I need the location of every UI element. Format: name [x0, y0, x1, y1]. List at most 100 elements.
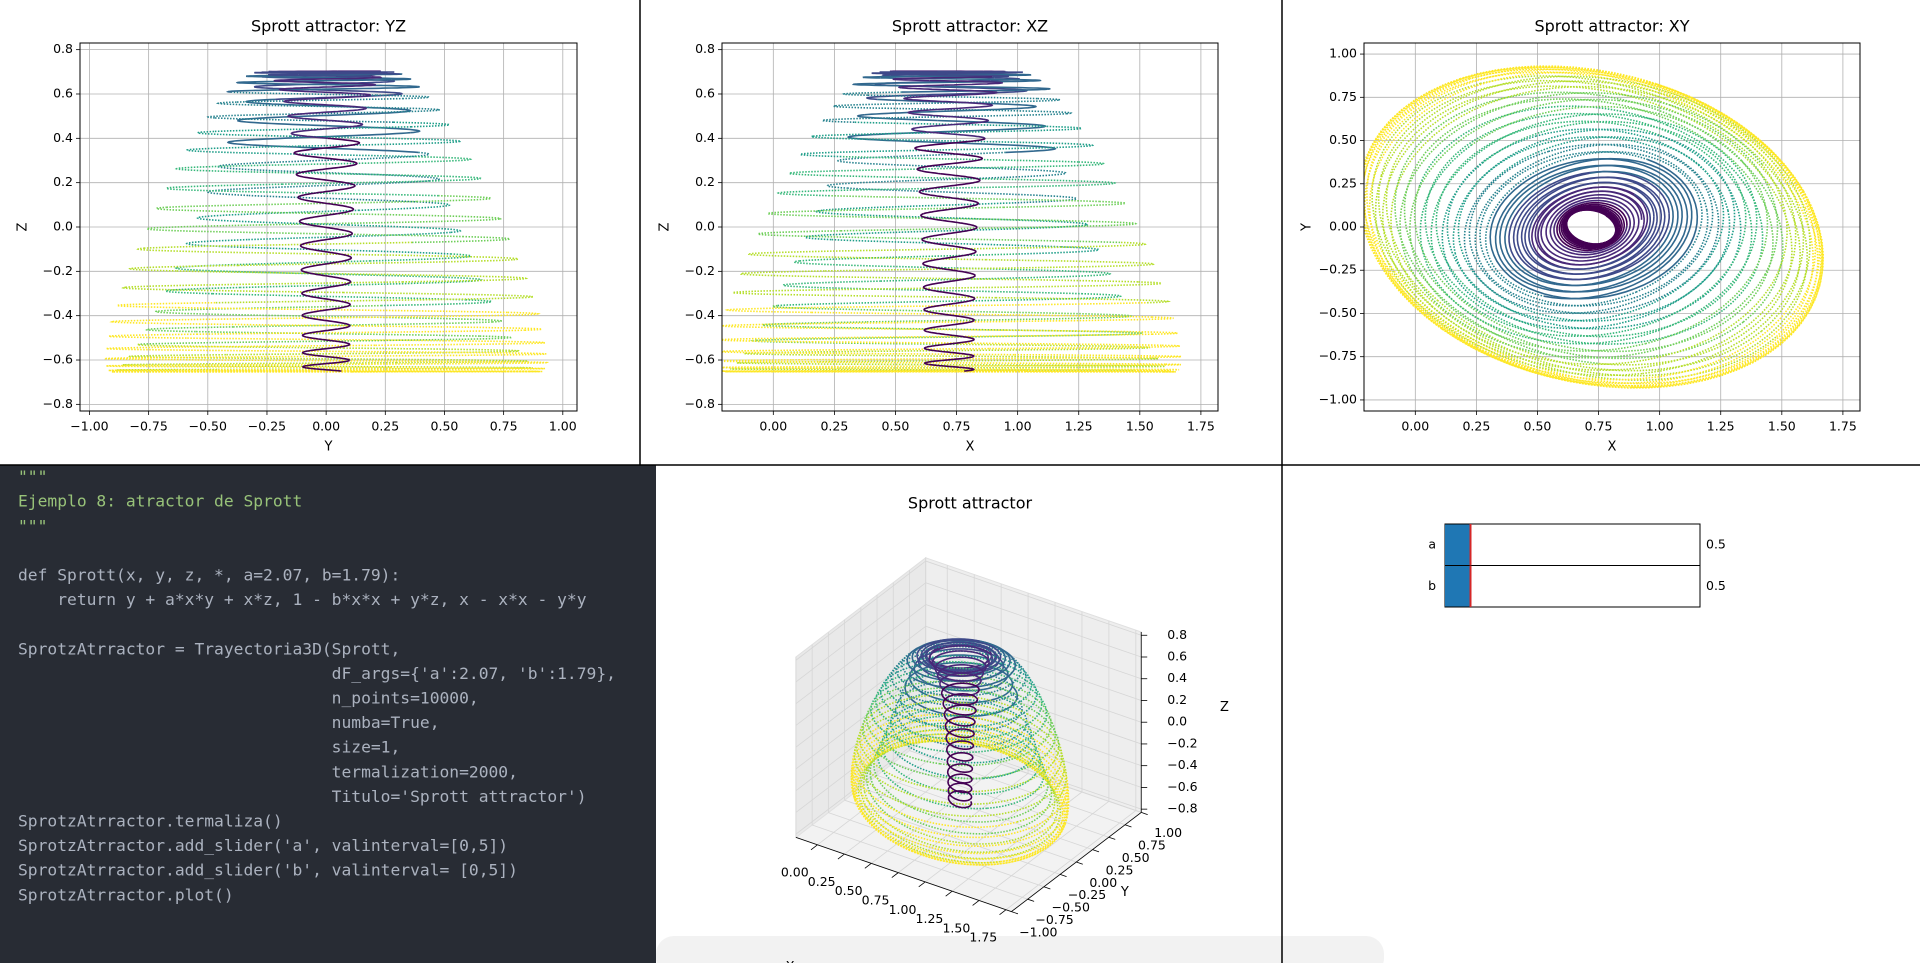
z-tick-label: 0.6: [1167, 649, 1187, 664]
trajectory: [831, 238, 1062, 248]
trajectory: [942, 319, 975, 327]
trajectory: [947, 790, 963, 798]
trajectory: [943, 713, 962, 727]
plot-title: Sprott attractor: [908, 494, 1033, 513]
trajectory: [339, 122, 364, 129]
trajectory: [917, 638, 980, 653]
y-tick-label: −0.6: [685, 352, 715, 367]
trajectory: [1586, 190, 1645, 225]
trajectory: [299, 212, 339, 222]
grid-line: [925, 582, 1142, 658]
trajectory: [1377, 175, 1608, 376]
trajectory: [325, 226, 354, 235]
trajectory: [851, 737, 923, 831]
trajectory: [853, 739, 962, 804]
trajectory: [136, 343, 344, 349]
trajectory: [899, 676, 926, 724]
trajectory: [1480, 75, 1799, 214]
trajectory: [230, 246, 451, 255]
trajectory: [1374, 75, 1639, 215]
trajectory: [301, 330, 318, 338]
trajectory: [317, 359, 350, 366]
trajectory: [944, 104, 994, 110]
trajectory: [288, 105, 439, 111]
trajectory: [179, 306, 508, 314]
trajectory: [362, 361, 550, 366]
slider-track[interactable]: [1444, 565, 1701, 608]
trajectory: [840, 224, 1124, 232]
trajectory: [875, 736, 1044, 774]
trajectory: [1642, 170, 1805, 375]
trajectory: [950, 755, 972, 762]
trajectory: [1615, 199, 1640, 253]
trajectory: [1403, 104, 1509, 296]
trajectory: [892, 77, 930, 82]
trajectory: [722, 351, 1015, 356]
trajectory: [1578, 213, 1671, 281]
trajectory: [811, 301, 1148, 309]
x-tick-label: 0.75: [1585, 419, 1613, 434]
trajectory: [326, 179, 356, 188]
trajectory: [226, 138, 266, 147]
trajectory: [308, 212, 502, 220]
trajectory: [952, 782, 972, 788]
trajectory: [910, 112, 971, 119]
trajectory: [302, 363, 318, 369]
trajectory: [301, 261, 338, 270]
tick-mark: [1092, 849, 1100, 853]
code-line: Titulo='Sprott attractor'): [18, 787, 587, 806]
x-tick-label: 0.50: [1524, 419, 1552, 434]
slider-track[interactable]: [1444, 523, 1701, 566]
trajectory: [855, 700, 945, 767]
trajectory: [922, 281, 943, 290]
trajectory: [267, 73, 299, 77]
trajectory: [299, 140, 461, 147]
trajectory: [282, 177, 481, 185]
trajectory: [965, 704, 977, 714]
trajectory: [1019, 246, 1101, 255]
trajectory: [922, 261, 945, 270]
trajectory: [939, 674, 950, 692]
trajectory: [942, 639, 1001, 654]
tick-mark: [891, 872, 899, 878]
trajectory: [890, 651, 937, 694]
trajectory: [1488, 277, 1685, 315]
trajectory: [381, 299, 493, 307]
trajectory: [869, 719, 1040, 750]
trajectory: [196, 329, 525, 335]
trajectory: [902, 76, 993, 80]
x-tick-label: 0.75: [490, 419, 518, 434]
trajectory-group: [1364, 65, 1825, 389]
trajectory: [1666, 124, 1764, 311]
trajectory: [206, 112, 313, 119]
trajectory: [804, 231, 895, 241]
trajectory: [190, 161, 417, 169]
trajectory: [1485, 150, 1649, 210]
trajectory: [768, 206, 1004, 214]
trajectory: [945, 351, 975, 357]
trajectory: [888, 112, 1067, 119]
trajectory: [934, 100, 993, 106]
trajectory: [338, 160, 358, 169]
trajectory: [940, 692, 962, 706]
trajectory: [207, 187, 256, 197]
trajectory: [918, 185, 944, 195]
y-axis-label: Y: [1120, 885, 1129, 900]
trajectory: [961, 766, 974, 774]
trajectory: [968, 664, 985, 679]
x-tick-label: 0.75: [862, 892, 890, 907]
trajectory: [926, 654, 1003, 667]
x-tick-label: −0.50: [189, 419, 227, 434]
trajectory: [1441, 321, 1795, 387]
trajectory: [811, 311, 1153, 318]
trajectory: [1637, 83, 1811, 309]
trajectory: [852, 751, 915, 852]
grid-line: [925, 560, 1142, 636]
trajectory: [1021, 368, 1180, 371]
trajectory: [730, 367, 839, 371]
trajectory: [1515, 246, 1730, 330]
x-tick-label: −1.00: [70, 419, 108, 434]
trajectory: [1394, 179, 1600, 365]
trajectory: [917, 125, 1046, 134]
trajectory: [866, 315, 1127, 323]
